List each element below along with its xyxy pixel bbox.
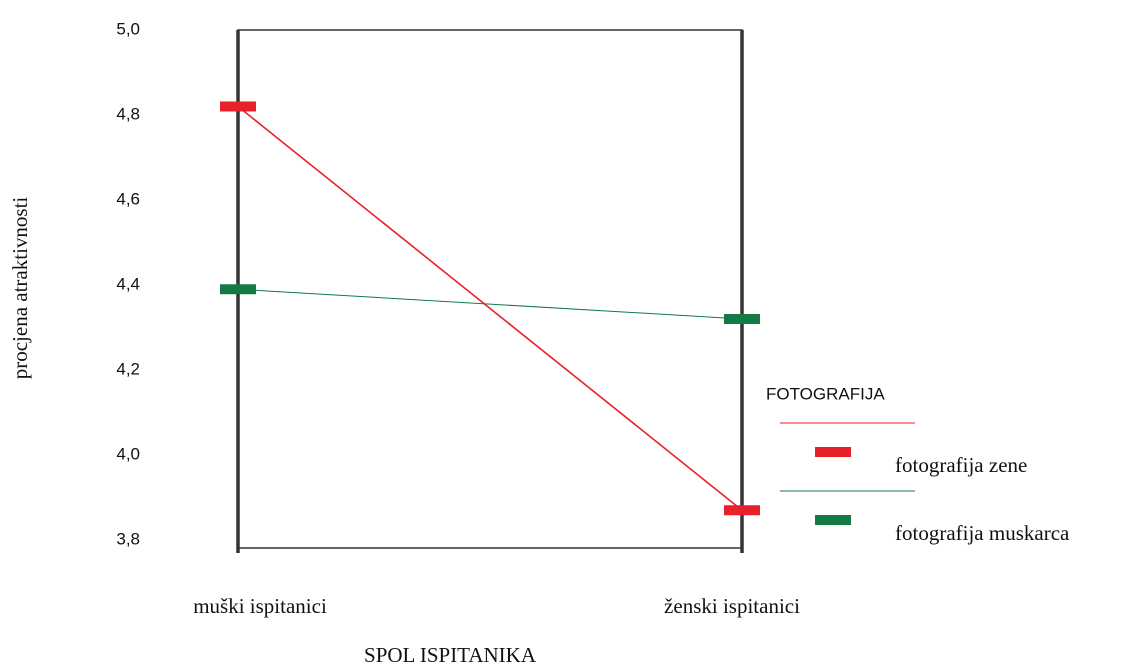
- x-axis-title: SPOL ISPITANIKA: [364, 643, 537, 666]
- y-tick-label: 4,8: [116, 104, 140, 123]
- y-axis-title: procjena atraktivnosti: [8, 197, 32, 380]
- legend-label: fotografija muskarca: [895, 521, 1070, 545]
- legend-marker: [815, 447, 851, 457]
- legend-marker: [815, 515, 851, 525]
- point-marker: [220, 284, 256, 295]
- x-tick-label: ženski ispitanici: [664, 594, 800, 618]
- y-tick-label: 4,4: [116, 274, 140, 293]
- point-marker: [220, 101, 256, 112]
- series-line: [237, 288, 743, 320]
- y-tick-label: 4,0: [116, 444, 140, 463]
- point-marker: [724, 505, 760, 516]
- x-tick-label: muški ispitanici: [193, 594, 327, 618]
- y-tick-label: 4,6: [116, 189, 140, 208]
- plot-frame: [237, 29, 743, 549]
- y-tick-label: 4,2: [116, 359, 140, 378]
- point-marker: [724, 314, 760, 324]
- legend-title: FOTOGRAFIJA: [766, 384, 885, 403]
- legend-label: fotografija zene: [895, 453, 1027, 477]
- series-line: [237, 105, 743, 511]
- y-tick-label: 3,8: [116, 529, 140, 548]
- y-tick-label: 5,0: [116, 19, 140, 38]
